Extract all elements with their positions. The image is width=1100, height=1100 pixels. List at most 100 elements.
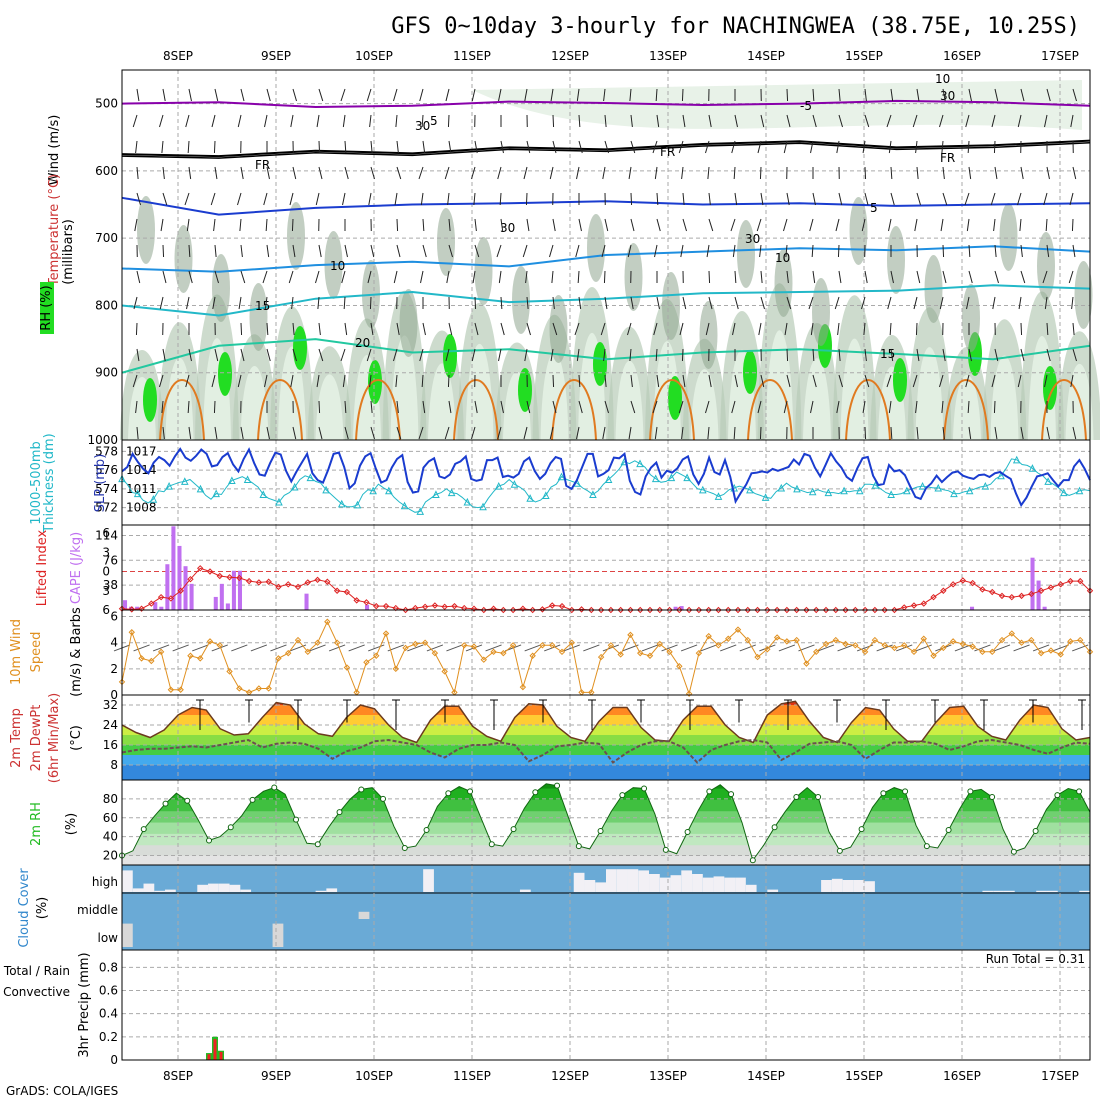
- wind-barb: [291, 296, 294, 310]
- wind-barb: [369, 296, 372, 310]
- lifted-index-marker: [549, 602, 556, 609]
- rh-blob-dark: [999, 203, 1018, 271]
- surface-wind-barb: [270, 644, 287, 652]
- lifted-index-marker: [1077, 577, 1084, 585]
- rh-band: [122, 844, 1090, 857]
- warm-contour: [649, 379, 695, 441]
- wind-barb: [340, 88, 346, 102]
- lifted-index-marker: [1008, 593, 1015, 601]
- wind-barb: [188, 88, 192, 102]
- wind-barb: [264, 114, 268, 128]
- wind-barb: [783, 400, 788, 414]
- wind-barb: [994, 244, 997, 258]
- wind-speed-marker: [509, 642, 517, 649]
- wind-barb: [838, 374, 843, 388]
- rh-marker: [1076, 788, 1083, 795]
- wind-barb: [318, 348, 324, 362]
- wind-barb: [629, 88, 632, 102]
- surface-wind-barb: [563, 644, 580, 652]
- wind-barbs: [132, 88, 1077, 440]
- rh-blob-green: [743, 350, 757, 394]
- wind-speed-marker: [783, 638, 791, 645]
- wind-speed-marker: [549, 642, 556, 649]
- cape-bar: [231, 570, 236, 610]
- lifted-index-marker: [881, 606, 888, 614]
- thickness-marker: [275, 497, 283, 506]
- wind-barb: [422, 400, 426, 414]
- rh2m-unit-label: (%): [64, 813, 79, 836]
- cloud-bar: [208, 883, 219, 892]
- thickness-marker: [165, 481, 173, 490]
- wind-speed-marker: [959, 640, 967, 648]
- wind-barb: [341, 270, 346, 284]
- chart-title: GFS 0~10day 3-hourly for NACHINGWEA (38.…: [391, 14, 1080, 39]
- rh-marker: [358, 786, 365, 793]
- top-date-label: 10SEP: [355, 49, 393, 63]
- thickness-marker: [557, 472, 566, 481]
- wind-speed-marker: [187, 652, 194, 659]
- wind-barb: [370, 166, 375, 180]
- thickness-marker: [479, 502, 487, 511]
- cape-bar: [189, 583, 194, 610]
- thickness-marker: [447, 488, 456, 497]
- lifted-index-marker: [324, 578, 331, 585]
- cloud-bar: [240, 889, 252, 892]
- cloud-bar: [702, 877, 714, 892]
- wind-barb: [315, 270, 320, 284]
- wind-barb: [266, 322, 269, 336]
- wind-barb: [522, 244, 528, 258]
- wind-barb: [1071, 296, 1074, 310]
- wind-speed-marker: [255, 685, 263, 692]
- wind-barb: [1020, 166, 1024, 180]
- lifted-index-marker: [421, 603, 429, 610]
- wind-barb: [993, 400, 996, 414]
- meteogram-panels: 8SEP 9SEP 10SEP 11SEP 12SEP 13SEP 14SEP 15SEP 16…: [3, 49, 1100, 1083]
- thickness-marker: [463, 497, 472, 506]
- thickness-marker: [604, 475, 613, 483]
- wind-barb: [159, 296, 164, 310]
- surface-wind-barb: [837, 644, 854, 652]
- wind-barb: [162, 348, 166, 362]
- bottom-date-label: 11SEP: [453, 1069, 491, 1083]
- wind-barb: [136, 192, 141, 206]
- wind-barb: [1020, 270, 1026, 284]
- wind-barb: [915, 140, 918, 154]
- wind-barb: [318, 400, 321, 414]
- thickness-marker: [871, 481, 880, 489]
- lifted-index-marker: [959, 577, 967, 584]
- wind-barb: [240, 426, 244, 440]
- wind-barb: [162, 426, 165, 440]
- lifted-index-marker: [715, 606, 722, 614]
- wind-barb: [1044, 114, 1048, 128]
- top-date-label: 14SEP: [747, 49, 785, 63]
- lifted-index-marker: [940, 587, 947, 594]
- wind-speed-marker: [695, 649, 703, 657]
- wind-speed-marker: [285, 649, 292, 657]
- wind-barb: [159, 374, 164, 388]
- wind-barb: [810, 322, 814, 336]
- contour-line: [121, 99, 1091, 109]
- cape-bar: [213, 596, 218, 610]
- wind-barb: [863, 322, 866, 336]
- rh-blob-green: [518, 368, 532, 412]
- lifted-index-marker: [627, 606, 634, 614]
- thickness-marker: [400, 501, 409, 510]
- wind-barb: [968, 166, 972, 180]
- wind-barb: [786, 192, 790, 206]
- top-date-label: 17SEP: [1041, 49, 1079, 63]
- wind-barb: [1020, 244, 1023, 258]
- wind-barb: [214, 348, 219, 362]
- surface-wind-barb: [172, 644, 189, 652]
- wind-barb: [240, 322, 243, 336]
- surface-wind-barb: [583, 644, 600, 652]
- wind-barb: [318, 322, 321, 336]
- cloud-bar: [853, 880, 865, 892]
- cloud-bar: [724, 877, 736, 892]
- rh-blob-light: [315, 374, 344, 440]
- wind-barb: [1046, 166, 1050, 180]
- wind-barb: [734, 114, 738, 128]
- wind-barb: [266, 166, 270, 180]
- rh-blob-dark: [849, 197, 868, 265]
- cloud-bar: [767, 889, 779, 892]
- cloud-bar: [681, 870, 693, 892]
